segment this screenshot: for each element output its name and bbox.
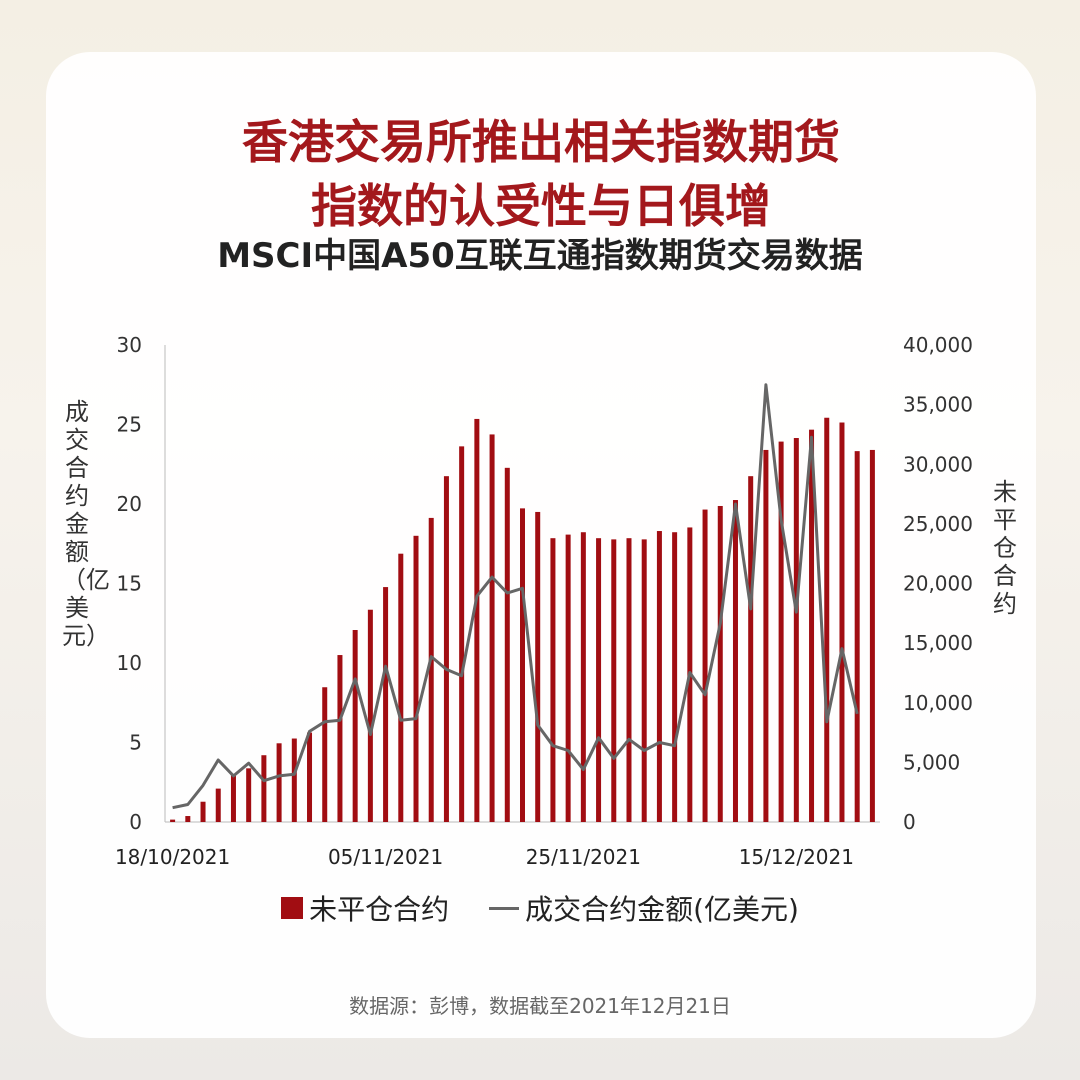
right-tick-label: 10,000 [903, 691, 973, 715]
bar [367, 609, 373, 822]
left-tick-label: 15 [117, 572, 142, 596]
bar [778, 441, 784, 822]
left-axis-label: 成交合约金额（亿美元） [62, 398, 110, 650]
bar [702, 509, 708, 822]
left-tick-label: 25 [117, 413, 142, 437]
bar [170, 819, 176, 822]
bar [550, 538, 556, 822]
bar [839, 422, 845, 822]
bar [428, 517, 434, 822]
legend-line-label: 成交合约金额(亿美元) [525, 893, 799, 926]
chart-title: MSCI中国A50互联互通指数期货交易数据 [217, 236, 863, 276]
legend-bar-swatch [281, 897, 304, 919]
legend-line-swatch [489, 906, 520, 910]
bar [322, 687, 328, 822]
x-tick-label: 25/11/2021 [526, 845, 641, 869]
page-title-line-2: 指数的认受性与日俱增 [311, 179, 771, 233]
right-axis-label: 未平仓合约 [993, 478, 1017, 618]
right-tick-label: 0 [903, 810, 916, 834]
bar [732, 500, 738, 822]
bar [580, 532, 586, 822]
bar [459, 446, 465, 822]
legend: 未平仓合约 成交合约金额(亿美元) [0, 888, 1080, 928]
bar [185, 816, 191, 822]
bar [246, 768, 252, 822]
bar [474, 418, 480, 822]
bar [398, 553, 404, 822]
bar [535, 511, 541, 822]
bar [717, 505, 723, 822]
bar [489, 434, 495, 822]
left-tick-label: 20 [117, 492, 142, 516]
bar [337, 655, 343, 822]
bar [215, 788, 221, 822]
bar [230, 774, 236, 822]
right-tick-label: 25,000 [903, 512, 973, 536]
bar [504, 467, 510, 822]
bar [641, 539, 647, 822]
bar [383, 587, 389, 822]
left-tick-label: 0 [129, 810, 142, 834]
x-tick-label: 18/10/2021 [115, 845, 230, 869]
bar [809, 429, 815, 822]
bar [626, 538, 632, 822]
bar [291, 738, 297, 822]
legend-item-bars: 未平仓合约 [281, 888, 449, 928]
bar [565, 534, 571, 822]
bar [854, 451, 860, 822]
x-tick-label: 15/12/2021 [739, 845, 854, 869]
page-title-line-1: 香港交易所推出相关指数期货 [242, 115, 840, 169]
bar [611, 539, 617, 822]
bar [413, 535, 419, 822]
right-tick-label: 40,000 [903, 333, 973, 357]
bar [261, 755, 267, 822]
bar [656, 531, 662, 822]
bar [793, 438, 799, 822]
bar [869, 449, 875, 822]
bar [596, 538, 602, 822]
right-tick-label: 30,000 [903, 452, 973, 476]
right-tick-label: 5,000 [903, 750, 960, 774]
bar [352, 630, 358, 822]
bar [672, 532, 678, 822]
bar [748, 476, 754, 822]
bar [443, 476, 449, 822]
right-tick-label: 20,000 [903, 572, 973, 596]
bar [763, 449, 769, 822]
bar [520, 508, 525, 822]
series-line [172, 383, 859, 810]
bar [200, 801, 206, 822]
source-note: 数据源：彭博，数据截至2021年12月21日 [349, 994, 731, 1018]
left-tick-label: 10 [117, 651, 142, 675]
legend-bar-label: 未平仓合约 [309, 893, 450, 926]
left-tick-label: 30 [117, 333, 142, 357]
right-tick-label: 15,000 [903, 631, 973, 655]
bar [307, 732, 313, 822]
legend-item-line: 成交合约金额(亿美元) [489, 888, 799, 928]
x-tick-label: 05/11/2021 [328, 845, 443, 869]
bar [276, 743, 282, 822]
bar [824, 417, 830, 822]
right-tick-label: 35,000 [903, 393, 973, 417]
left-tick-label: 5 [129, 731, 142, 755]
